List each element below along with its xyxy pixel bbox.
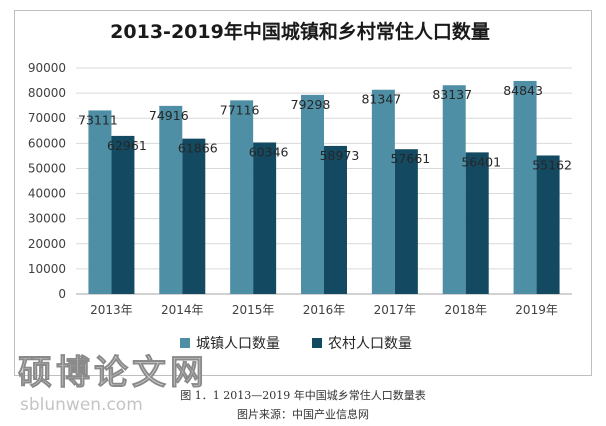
x-tick-label: 2018年 [444,303,487,317]
data-label: 74916 [149,108,189,123]
data-label: 58973 [320,148,360,163]
data-label: 79298 [291,97,331,112]
bar-urban [513,80,537,294]
bar-urban [371,89,395,295]
y-tick-label: 10000 [28,262,66,276]
y-tick-label: 70000 [28,111,66,125]
x-axis-ticks: 2013年 2014年 2015年 2016年 2017年 2018年 2019年 [90,303,558,317]
y-tick-label: 20000 [28,237,66,251]
legend-label: 农村人口数量 [328,336,412,352]
legend-swatch [312,338,322,348]
legend-swatch [180,338,190,348]
figure-source: 图片来源：中国产业信息网 [237,408,369,421]
watermark-logo: 硕博论文网 sblunwen.com [16,352,216,422]
data-label: 61866 [178,141,218,156]
legend-label: 城镇人口数量 [196,336,280,352]
legend: 城镇人口数量 农村人口数量 [180,336,412,352]
y-tick-label: 50000 [28,161,66,175]
y-tick-label: 80000 [28,86,66,100]
x-tick-label: 2013年 [90,303,133,317]
data-label: 56401 [461,154,501,169]
y-axis-ticks: 0 10000 20000 30000 40000 50000 60000 70000 8000… [28,61,66,301]
bar-rural [324,145,347,294]
bar-urban [230,100,254,295]
bar-rural [182,138,206,294]
watermark-url: sblunwen.com [20,395,143,415]
y-tick-label: 60000 [28,136,66,150]
y-tick-label: 0 [58,287,66,301]
bar-rural [394,149,418,294]
data-label: 77116 [220,102,260,117]
y-tick-label: 90000 [28,61,66,75]
x-tick-label: 2019年 [515,303,558,317]
data-label: 84843 [503,83,543,98]
bar-urban [301,94,324,295]
bar-rural [465,152,489,294]
x-tick-label: 2017年 [374,303,417,317]
watermark-text: 硕博论文网 [18,353,208,393]
y-tick-label: 30000 [28,212,66,226]
bar-urban [159,105,183,295]
x-tick-label: 2014年 [161,303,204,317]
data-label: 62961 [107,138,147,153]
bar-rural [536,155,560,294]
x-tick-label: 2015年 [232,303,275,317]
bar-urban [88,110,112,294]
bar-rural [253,142,277,294]
data-label: 55162 [532,157,572,172]
bar-rural [111,135,135,294]
data-label: 81347 [361,92,401,107]
data-label: 73111 [78,112,118,127]
bars [88,80,560,295]
chart-title: 2013-2019年中国城镇和乡村常住人口数量 [110,20,490,43]
data-label: 60346 [249,144,289,159]
figure-caption: 图 1．1 2013—2019 年中国城乡常住人口数量表 [180,389,426,402]
x-tick-label: 2016年 [303,303,346,317]
data-label: 83137 [432,87,472,102]
y-tick-label: 40000 [28,187,66,201]
bar-urban [442,85,466,294]
data-label: 57661 [390,151,430,166]
